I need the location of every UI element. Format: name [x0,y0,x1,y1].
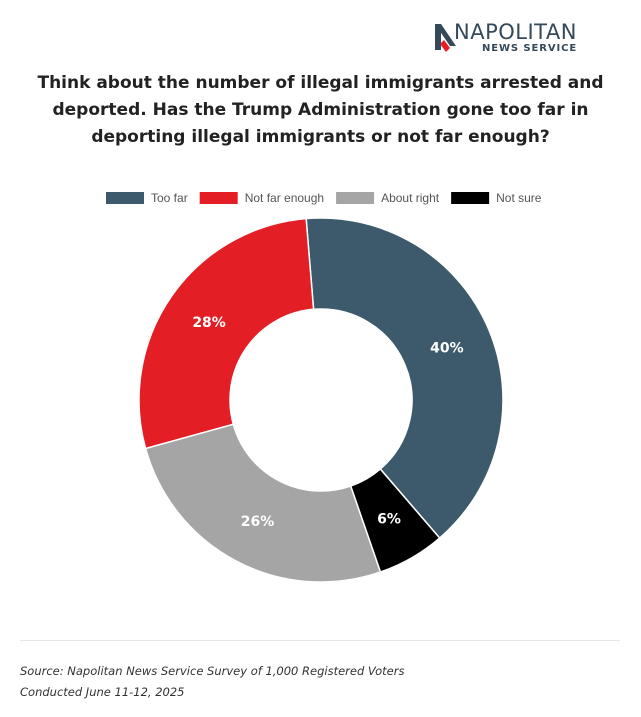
legend-label-too-far: Too far [151,191,188,205]
slice-not-sure [349,467,441,573]
legend-swatch-not-far-enough [199,192,238,204]
napolitan-logo-icon [435,24,456,52]
data-label-too-far: 40% [430,340,464,356]
legend-swatch-too-far [106,192,144,204]
chart-title: Think about the number of illegal immigr… [37,73,604,147]
source-text: Source: Napolitan News Service Survey of… [20,664,405,678]
footer-divider [20,640,620,641]
brand-subtitle: NEWS SERVICE [482,43,578,54]
legend-item-too-far: Too far [106,191,188,205]
brand-name: NAPOLITAN [454,20,577,44]
legend-swatch-about-right [336,192,375,204]
legend-label-not-sure: Not sure [496,191,542,205]
data-label-not-sure: 6% [377,511,401,527]
source-note: Source: Napolitan News Service Survey of… [20,661,404,703]
slice-not-far-enough [138,217,315,450]
data-label-not-far-enough: 28% [192,315,226,331]
slice-too-far [305,217,504,540]
legend-item-not-sure: Not sure [451,191,542,205]
chart-legend: Too far Not far enough About right Not sure [106,191,542,205]
legend-item-about-right: About right [336,191,440,205]
donut-chart: Too far Not far enough About right Not sure… [106,191,542,583]
legend-label-not-far-enough: Not far enough [245,191,324,205]
brand-logo: NAPOLITAN NEWS SERVICE [432,18,592,58]
chart-data-labels: 40% 28% 26% 6% [192,315,463,530]
legend-swatch-not-sure [451,192,490,204]
data-label-about-right: 26% [241,514,275,530]
conducted-text: Conducted June 11-12, 2025 [20,685,185,699]
legend-label-about-right: About right [381,191,440,205]
chart-slices [138,217,504,583]
slice-about-right [144,423,382,583]
legend-item-not-far-enough: Not far enough [199,191,324,205]
